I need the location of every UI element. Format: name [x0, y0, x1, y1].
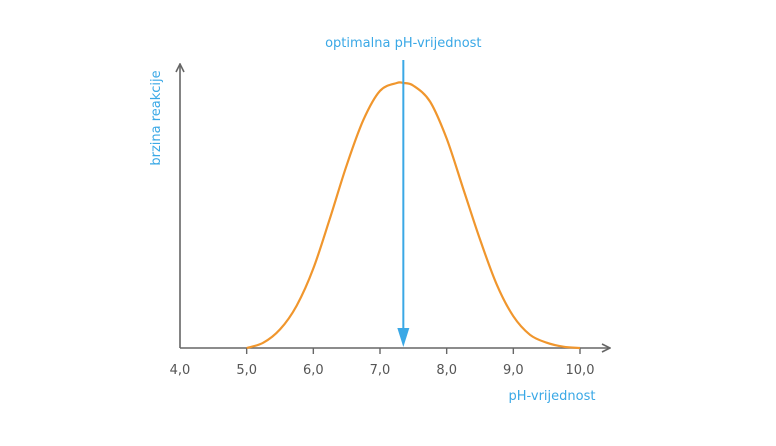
x-tick-label: 8,0 — [436, 363, 457, 378]
x-ticks: 4,0 5,0 6,0 7,0 8,0 9,0 10,0 — [170, 348, 595, 378]
x-tick-label: 9,0 — [503, 363, 524, 378]
x-tick-label: 7,0 — [370, 363, 391, 378]
x-tick-label: 5,0 — [236, 363, 257, 378]
x-tick-label: 10,0 — [566, 363, 595, 378]
x-tick-label: 4,0 — [170, 363, 191, 378]
optimum-arrow-head — [397, 328, 410, 347]
y-axis-title: brzina reakcije — [149, 70, 164, 165]
series-line — [246, 81, 581, 350]
optimum-label: optimalna pH-vrijednost — [325, 36, 481, 51]
x-tick-label: 6,0 — [303, 363, 324, 378]
x-axis-title: pH-vrijednost — [509, 389, 596, 404]
